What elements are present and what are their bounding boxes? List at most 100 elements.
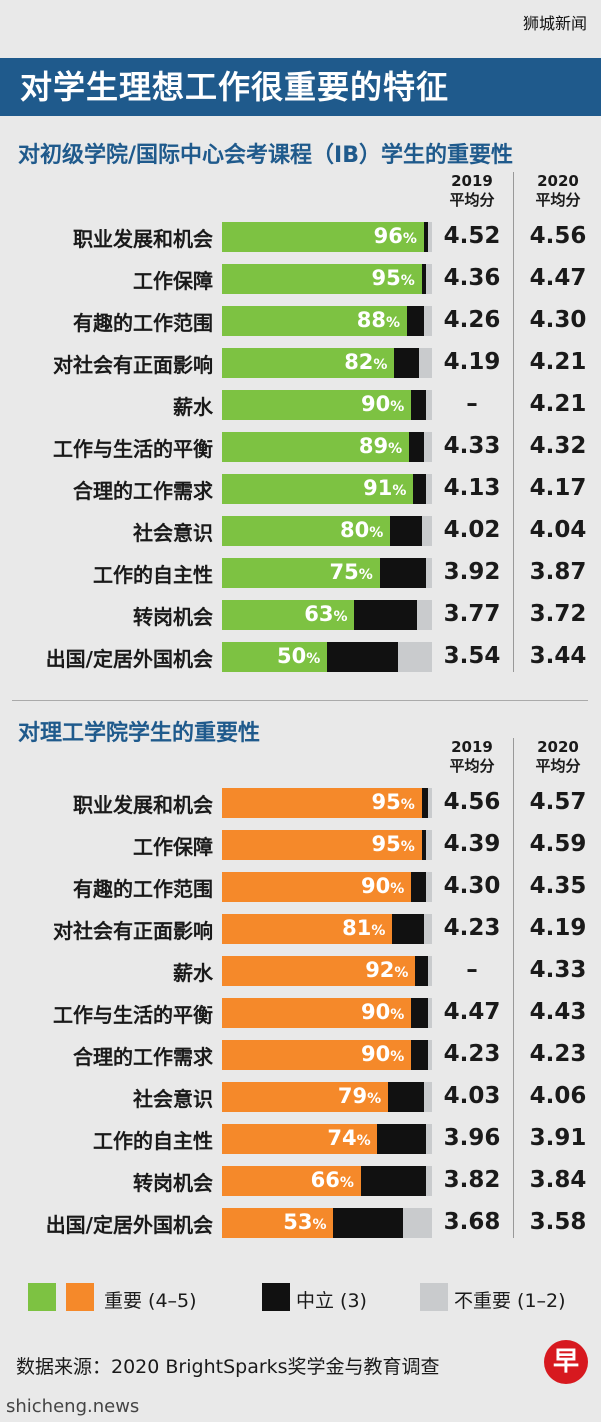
pct-label: 81%: [342, 916, 386, 940]
row-label: 对社会有正面影响: [53, 919, 213, 943]
bar-segment-important: [222, 600, 355, 630]
avg-2019: 4.30: [443, 873, 501, 899]
row-label: 出国/定居外国机会: [45, 647, 213, 671]
pct-label: 90%: [361, 1000, 405, 1024]
bar-segment-unimportant: [427, 956, 432, 986]
pct-label: 82%: [344, 350, 388, 374]
legend-swatch-neutral: [262, 1283, 290, 1311]
avg-2020: 4.59: [529, 831, 587, 857]
stacked-bar: [222, 558, 432, 588]
watermark-bottom: shicheng.news: [6, 1396, 140, 1417]
bar-segment-unimportant: [417, 600, 432, 630]
bar-segment-unimportant: [423, 306, 432, 336]
row-label: 薪水: [173, 395, 213, 419]
bar-segment-unimportant: [421, 516, 432, 546]
pct-value: 90: [361, 1000, 391, 1024]
bar-segment-important: [222, 830, 422, 860]
bar-segment-important: [222, 1082, 388, 1112]
bar-segment-unimportant: [398, 642, 432, 672]
avg-2020: 3.87: [529, 559, 587, 585]
pct-label: 91%: [363, 476, 407, 500]
pct-label: 95%: [371, 790, 415, 814]
pct-value: 90: [361, 392, 391, 416]
avg-2019: 4.26: [443, 307, 501, 333]
pct-label: 95%: [371, 832, 415, 856]
column-divider: [513, 172, 514, 672]
avg-2020: 4.32: [529, 433, 587, 459]
bar-segment-important: [222, 558, 380, 588]
pct-label: 66%: [310, 1168, 354, 1192]
chart-row: 转岗机会 63% 3.77 3.72: [0, 598, 601, 634]
chart-row: 社会意识 80% 4.02 4.04: [0, 514, 601, 550]
pct-value: 81: [342, 916, 372, 940]
stacked-bar: [222, 264, 432, 294]
col-head-2020: 2020 平均分: [535, 738, 581, 775]
avg-2020: 4.57: [529, 789, 587, 815]
bar-segment-unimportant: [427, 222, 432, 252]
stacked-bar: [222, 914, 432, 944]
bar-segment-neutral: [411, 872, 426, 902]
row-label: 转岗机会: [133, 605, 213, 629]
row-label: 合理的工作需求: [73, 479, 213, 503]
chart-row: 合理的工作需求 91% 4.13 4.17: [0, 472, 601, 508]
stacked-bar: [222, 872, 432, 902]
bar-segment-important: [222, 1208, 334, 1238]
row-label: 职业发展和机会: [73, 793, 213, 817]
legend-swatch-orange: [66, 1283, 94, 1311]
row-label: 薪水: [173, 961, 213, 985]
bar-segment-important: [222, 348, 395, 378]
avg-2019: 4.36: [443, 265, 501, 291]
pct-label: 53%: [283, 1210, 327, 1234]
bar-segment-neutral: [394, 348, 420, 378]
stacked-bar: [222, 432, 432, 462]
row-label: 对社会有正面影响: [53, 353, 213, 377]
pct-value: 90: [361, 874, 391, 898]
chart-row: 工作与生活的平衡 90% 4.47 4.43: [0, 996, 601, 1032]
pct-value: 96: [373, 224, 403, 248]
avg-2020: 4.33: [529, 957, 587, 983]
stacked-bar: [222, 1166, 432, 1196]
bar-segment-neutral: [411, 390, 426, 420]
pct-value: 82: [344, 350, 374, 374]
row-label: 出国/定居外国机会: [45, 1213, 213, 1237]
pct-value: 88: [356, 308, 387, 332]
bar-segment-important: [222, 1040, 411, 1070]
avg-2019: 4.52: [443, 223, 501, 249]
bar-segment-important: [222, 390, 411, 420]
row-label: 工作与生活的平衡: [53, 1003, 213, 1027]
bar-segment-neutral: [392, 914, 424, 944]
avg-2020: 4.21: [529, 391, 587, 417]
chart-row: 有趣的工作范围 88% 4.26 4.30: [0, 304, 601, 340]
stacked-bar: [222, 998, 432, 1028]
legend-label-neutral: 中立 (3): [296, 1290, 367, 1312]
chart-row: 职业发展和机会 96% 4.52 4.56: [0, 220, 601, 256]
bar-segment-unimportant: [425, 390, 432, 420]
avg-2020: 4.30: [529, 307, 587, 333]
zaobao-logo: 早: [544, 1340, 588, 1384]
bar-segment-unimportant: [402, 1208, 432, 1238]
row-label: 工作保障: [133, 269, 213, 293]
pct-label: 95%: [371, 266, 415, 290]
avg-2019: 4.02: [443, 517, 501, 543]
pct-label: 63%: [304, 602, 348, 626]
pct-label: 89%: [358, 434, 403, 458]
stacked-bar: [222, 1040, 432, 1070]
chart-row: 工作的自主性 74% 3.96 3.91: [0, 1122, 601, 1158]
row-label: 工作保障: [133, 835, 213, 859]
avg-2020: 4.56: [529, 223, 587, 249]
avg-2019: 4.47: [443, 999, 501, 1025]
col-head-2019: 2019 平均分: [449, 172, 495, 209]
bar-segment-neutral: [411, 998, 428, 1028]
legend: 重要 (4–5) 中立 (3) 不重要 (1–2): [0, 1283, 601, 1315]
avg-2019: –: [466, 391, 478, 417]
bar-segment-important: [222, 788, 422, 818]
avg-2020: 4.43: [529, 999, 587, 1025]
section-title-jc: 对初级学院/国际中心会考课程（IB）学生的重要性: [18, 143, 513, 168]
bar-segment-neutral: [390, 516, 422, 546]
bar-segment-unimportant: [427, 788, 432, 818]
legend-label-important: 重要 (4–5): [104, 1290, 197, 1312]
chart-row: 对社会有正面影响 81% 4.23 4.19: [0, 912, 601, 948]
section-divider: [12, 700, 588, 701]
pct-label: 90%: [361, 392, 405, 416]
bar-segment-important: [222, 264, 422, 294]
